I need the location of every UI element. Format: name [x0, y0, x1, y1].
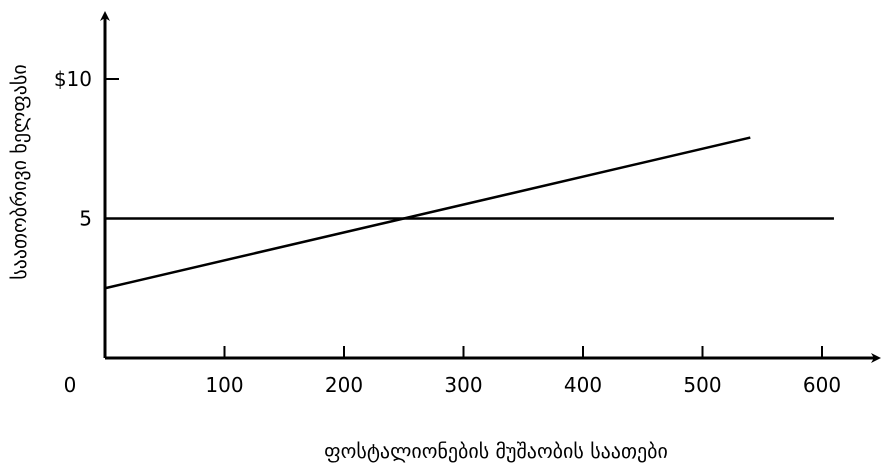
axes	[100, 11, 881, 363]
x-tick-label: 200	[325, 373, 363, 397]
x-tick-label: 600	[803, 373, 841, 397]
x-axis-title: ფოსტალიონების მუშაობის საათები	[324, 439, 668, 463]
x-tick-label: 400	[564, 373, 602, 397]
y-axis-title: საათობრივი ხელფასი	[7, 64, 31, 279]
series-line-1	[104, 136, 751, 290]
y-tick-label: $10	[54, 67, 92, 91]
x-tick-label: 500	[683, 373, 721, 397]
x-tick-label: 100	[205, 373, 243, 397]
x-tick-label: 0	[64, 373, 77, 397]
ticks: 0 100 200 300 400 500 600 5 $10	[54, 67, 841, 397]
series	[104, 136, 834, 290]
y-tick-label: 5	[79, 207, 92, 231]
x-tick-label: 300	[444, 373, 482, 397]
